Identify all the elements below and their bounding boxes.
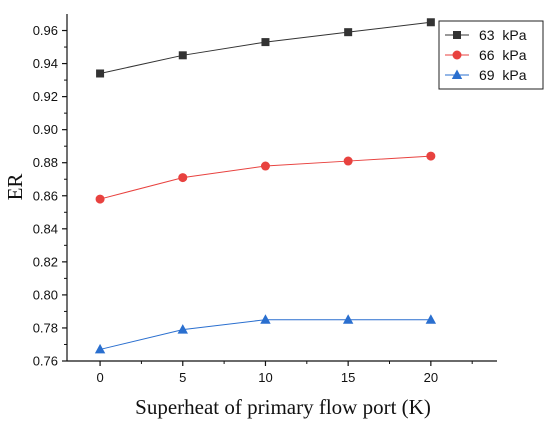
series-line (99, 21, 431, 74)
series-line (99, 319, 431, 350)
legend-label: 66 kPa (479, 47, 527, 63)
legend-marker (452, 50, 462, 60)
data-point (425, 314, 437, 324)
y-tick-label: 0.92 (33, 89, 58, 104)
data-point (342, 314, 354, 324)
data-point (426, 18, 435, 27)
x-tick-label: 15 (341, 370, 355, 385)
data-point (260, 161, 270, 171)
y-tick-label: 0.90 (33, 122, 58, 137)
legend-label: 63 kPa (479, 27, 527, 43)
y-axis-label: ER (3, 174, 27, 201)
legend: 63 kPa 66 kPa 69 kPa (438, 20, 544, 90)
series-1 (96, 18, 435, 78)
legend-entry: 63 kPa (445, 27, 527, 43)
y-tick-label: 0.96 (33, 23, 58, 38)
legend-label: 69 kPa (479, 67, 527, 83)
y-tick-label: 0.84 (33, 221, 58, 236)
data-point (178, 173, 188, 183)
series-2 (95, 151, 436, 204)
y-tick-label: 0.80 (33, 287, 58, 302)
data-point (96, 69, 105, 78)
legend-marker (453, 31, 461, 39)
data-point (261, 38, 270, 47)
y-tick-label: 0.86 (33, 188, 58, 203)
series-3 (94, 314, 437, 354)
x-tick-label: 10 (258, 370, 272, 385)
x-axis-label: Superheat of primary flow port (K) (135, 395, 431, 419)
y-tick-label: 0.82 (33, 254, 58, 269)
axes: 0.76 0.78 0.80 0.82 0.84 0.86 0.88 0.90 0.92 0.94… (33, 14, 497, 385)
series-layer (94, 18, 437, 354)
data-point (260, 314, 271, 324)
data-point (426, 151, 436, 161)
legend-marker (451, 69, 463, 79)
y-tick-label: 0.94 (33, 56, 58, 71)
x-tick-label: 20 (424, 370, 438, 385)
legend-entry: 66 kPa (445, 47, 527, 63)
data-point (343, 156, 353, 166)
y-tick-label: 0.76 (33, 354, 58, 369)
data-point (178, 51, 187, 60)
y-tick-label: 0.88 (33, 155, 58, 170)
data-point (94, 343, 106, 354)
data-point (95, 194, 105, 204)
x-tick-label: 0 (96, 370, 103, 385)
legend-entry: 69 kPa (445, 67, 527, 83)
data-point (344, 28, 353, 37)
y-tick-label: 0.78 (33, 320, 58, 335)
data-point (177, 324, 188, 334)
x-tick-label: 5 (179, 370, 186, 385)
